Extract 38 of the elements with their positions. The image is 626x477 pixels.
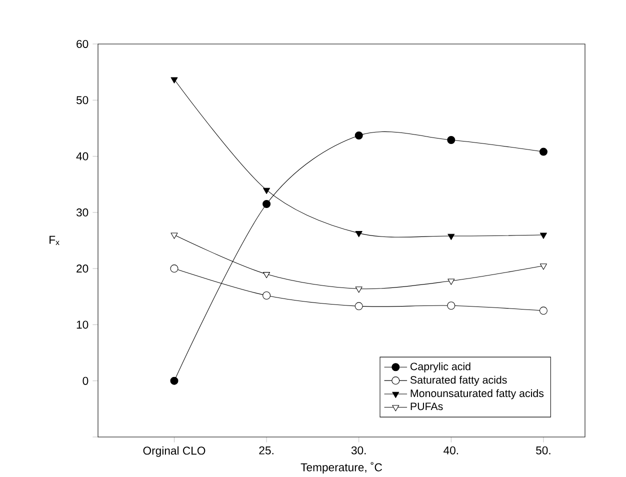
point <box>539 306 548 314</box>
x-tick-label: 50. <box>536 446 550 454</box>
point <box>262 200 271 208</box>
y-tick-label: 20 <box>76 264 88 272</box>
point <box>263 188 270 194</box>
x-axis-title: Temperature, ˚C <box>300 462 382 474</box>
point <box>539 148 548 156</box>
point <box>540 263 547 270</box>
point <box>448 234 455 240</box>
y-axis-title: F$_{x}$ <box>50 236 60 245</box>
legend-label: Saturated fatty acids <box>410 376 507 386</box>
point <box>170 77 178 84</box>
point <box>170 376 178 385</box>
point <box>355 230 362 238</box>
point <box>354 131 363 140</box>
point <box>447 301 456 310</box>
legend-label: Monounsaturated fatty acids <box>410 389 544 400</box>
x-tick-label: Orginal CLO <box>143 446 206 457</box>
legend-label: Caprylic acid <box>410 362 470 372</box>
x-tick-label: 40. <box>444 446 458 454</box>
y-tick-label: 40 <box>76 152 88 160</box>
x-tick-label: 30. <box>351 446 366 454</box>
point <box>447 136 456 144</box>
y-tick-label: 30 <box>76 208 88 216</box>
point <box>355 286 362 293</box>
point <box>170 264 178 272</box>
point <box>170 232 178 239</box>
point <box>263 272 270 278</box>
y-tick-label: 10 <box>76 320 88 329</box>
legend-label: PUFAs <box>410 402 443 410</box>
point <box>354 302 363 310</box>
y-tick-label: 50 <box>76 96 88 104</box>
point <box>262 291 271 300</box>
y-tick-label: 0 <box>82 376 88 385</box>
point <box>448 278 455 285</box>
point <box>540 232 547 239</box>
x-tick-label: 25. <box>259 446 274 454</box>
y-tick-label: 60 <box>76 40 88 48</box>
